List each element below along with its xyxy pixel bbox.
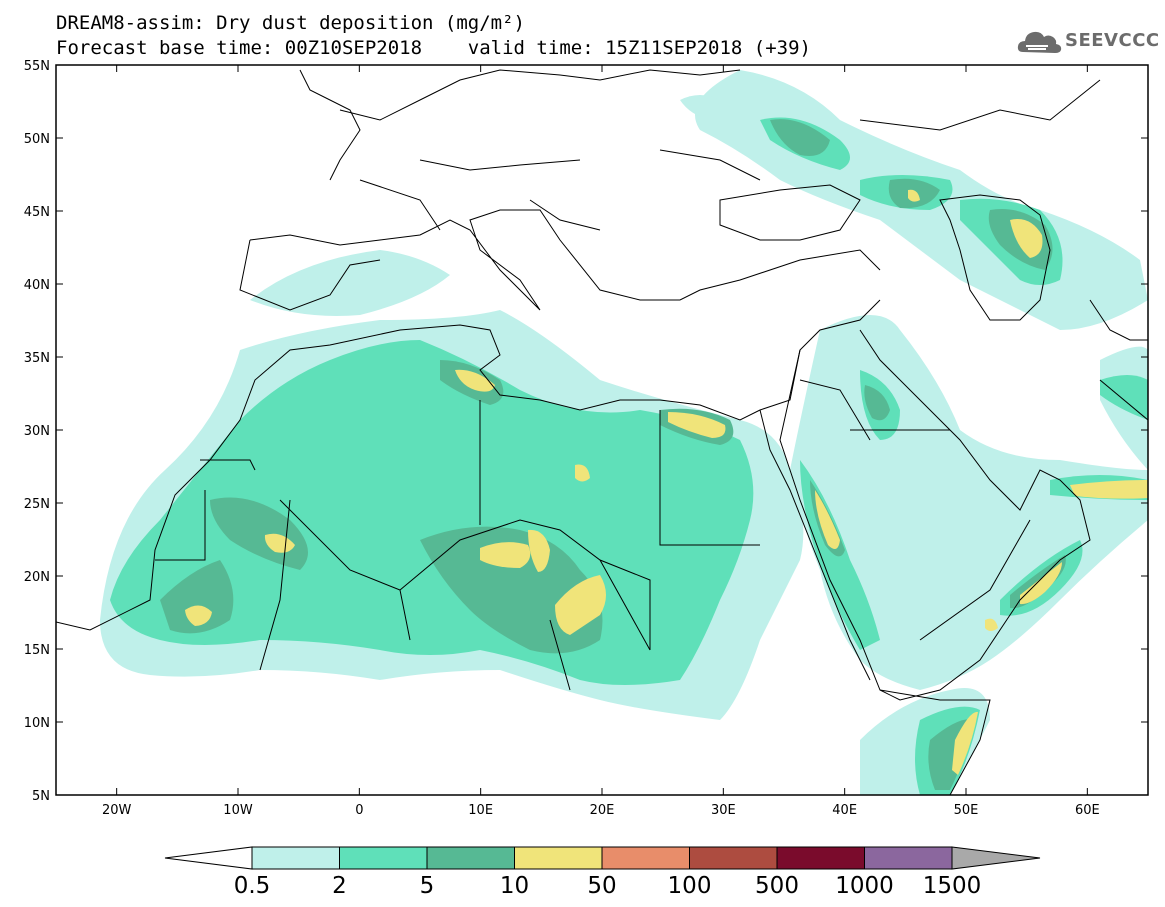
lon-tick-label: 40E [832,803,857,818]
lon-tick-label: 50E [954,803,979,818]
colorbar-swatch [339,846,428,870]
longitude-axis: 20W 10W 0 10E 20E 30E 40E 50E 60E [102,65,1100,818]
colorbar-swatch [864,846,953,870]
colorbar-label: 1500 [923,873,982,899]
colorbar-label: 500 [755,873,799,899]
lat-tick-label: 5N [32,789,50,804]
country-borders [155,379,1031,691]
uk-france-coast [299,69,361,181]
horn-of-africa-coastline [879,689,991,795]
lon-tick-label: 10W [223,803,253,818]
lon-tick-label: 20E [590,803,615,818]
red-sea-west-coast [759,409,871,681]
seevccc-logo: SEEVCCC [1017,26,1159,58]
coastlines-borders [56,69,1148,795]
lat-tick-label: 50N [24,132,50,147]
colorbar-swatch [426,846,515,870]
colorbar: 0.5 2 5 10 50 100 500 1000 1500 [164,846,1041,899]
colorbar-label: 0.5 [234,873,271,899]
colorbar-swatch [776,846,865,870]
caspian-sea [939,194,1051,321]
cloud-icon [1017,31,1062,53]
black-sea [719,184,861,241]
colorbar-label: 5 [420,873,435,899]
latitude-axis: 55N 50N 45N 40N 35N 30N 25N 20N 15N 10N 5N [24,59,1148,804]
forecast-time-subtitle: Forecast base time: 00Z10SEP2018 valid t… [56,37,811,59]
north-africa-coastline [56,299,881,631]
map-title: DREAM8-assim: Dry dust deposition (mg/m²… [56,12,525,34]
lat-tick-label: 45N [24,205,50,220]
colorbar-swatch [514,846,603,870]
iberia-coastline [239,239,381,311]
lat-tick-label: 25N [24,497,50,512]
colorbar-label: 2 [332,873,347,899]
lat-tick-label: 35N [24,351,50,366]
dust-field-layer [56,65,1148,795]
lon-tick-label: 60E [1075,803,1100,818]
colorbar-label: 1000 [835,873,894,899]
logo-text: SEEVCCC [1065,30,1160,51]
lat-tick-label: 10N [24,716,50,731]
lon-tick-label: 30E [711,803,736,818]
arabia-coastline [779,329,1091,701]
iran-pakistan-coast [1089,299,1148,421]
colorbar-label: 100 [668,873,712,899]
lon-tick-label: 10E [468,803,493,818]
dust-contour-level-10 [185,189,1148,775]
colorbar-swatch [689,846,778,870]
south-europe-coastline [249,209,881,311]
europe-borders [339,69,1101,231]
lat-tick-label: 55N [24,59,50,74]
colorbar-swatch [251,846,340,870]
lat-tick-label: 40N [24,278,50,293]
colorbar-label: 50 [587,873,616,899]
colorbar-under-arrow [164,846,253,870]
colorbar-swatch [601,846,690,870]
lat-tick-label: 15N [24,643,50,658]
lon-tick-label: 0 [355,803,363,818]
colorbar-label: 10 [500,873,529,899]
lat-tick-label: 20N [24,570,50,585]
colorbar-over-arrow [951,846,1041,870]
lat-tick-label: 30N [24,424,50,439]
lon-tick-label: 20W [102,803,132,818]
